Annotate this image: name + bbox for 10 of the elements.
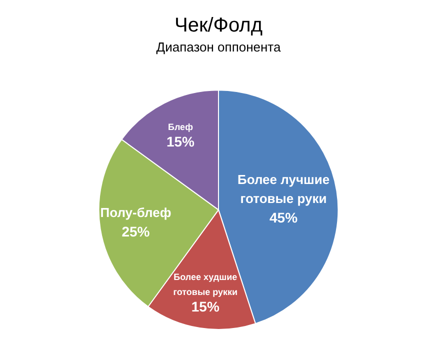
data-label: 15%: [166, 134, 196, 150]
data-label: 25%: [122, 223, 150, 240]
chart-subtitle: Диапазон оппонента: [156, 39, 282, 54]
chart-title: Чек/Фолд: [174, 14, 263, 37]
slice-label: Полу-блеф: [100, 204, 172, 220]
data-label: 15%: [191, 298, 220, 314]
slice-label: Более лучшие готовые руки: [238, 172, 330, 206]
slice-label: Блеф: [168, 122, 194, 132]
data-label: 45%: [270, 209, 298, 226]
slice-label: Более худшие готовые рукки: [173, 272, 238, 298]
